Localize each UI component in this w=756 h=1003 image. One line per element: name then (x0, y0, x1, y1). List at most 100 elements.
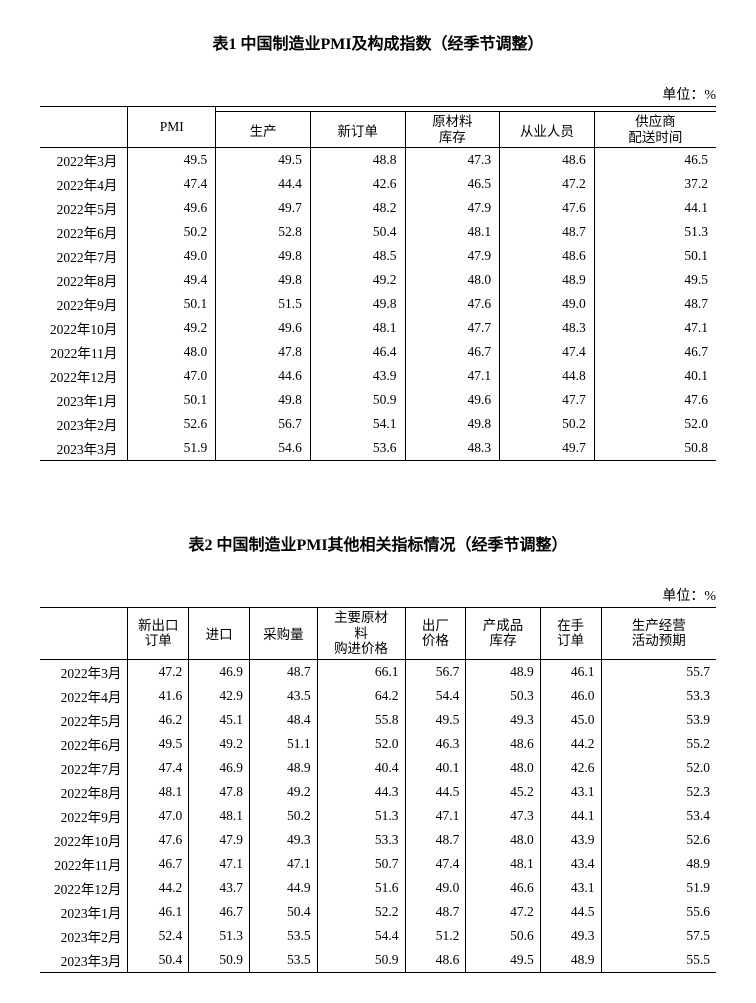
value-cell: 48.1 (128, 780, 189, 804)
value-cell: 47.3 (466, 804, 540, 828)
table-row: 2022年11月46.747.147.150.747.448.143.448.9 (40, 852, 716, 876)
value-cell: 49.8 (216, 268, 311, 292)
value-cell: 40.4 (317, 756, 405, 780)
table-row: 2022年10月49.249.648.147.748.347.1 (40, 316, 716, 340)
month-cell: 2022年6月 (40, 732, 128, 756)
table1-h-neworders: 新订单 (310, 112, 405, 148)
value-cell: 45.0 (540, 708, 601, 732)
value-cell: 43.7 (189, 876, 250, 900)
value-cell: 49.0 (500, 292, 595, 316)
table2-unit: 单位：% (40, 585, 716, 605)
value-cell: 43.5 (250, 684, 318, 708)
value-cell: 54.4 (405, 684, 466, 708)
value-cell: 49.6 (405, 388, 500, 412)
value-cell: 47.6 (128, 828, 189, 852)
value-cell: 48.6 (500, 244, 595, 268)
value-cell: 49.2 (310, 268, 405, 292)
table1-h-pmi: PMI (128, 107, 216, 148)
value-cell: 44.4 (216, 172, 311, 196)
value-cell: 50.1 (594, 244, 716, 268)
value-cell: 50.2 (128, 220, 216, 244)
value-cell: 42.9 (189, 684, 250, 708)
month-cell: 2022年7月 (40, 244, 128, 268)
table2-h-c7: 在手订单 (540, 608, 601, 660)
value-cell: 47.7 (405, 316, 500, 340)
table2-h-c5: 出厂价格 (405, 608, 466, 660)
month-cell: 2022年10月 (40, 316, 128, 340)
value-cell: 46.9 (189, 756, 250, 780)
value-cell: 51.3 (189, 924, 250, 948)
value-cell: 47.6 (500, 196, 595, 220)
value-cell: 56.7 (216, 412, 311, 436)
month-cell: 2022年11月 (40, 340, 128, 364)
table-row: 2023年3月51.954.653.648.349.750.8 (40, 436, 716, 461)
month-cell: 2023年1月 (40, 900, 128, 924)
value-cell: 49.3 (540, 924, 601, 948)
value-cell: 49.0 (128, 244, 216, 268)
value-cell: 48.9 (250, 756, 318, 780)
value-cell: 50.9 (189, 948, 250, 973)
value-cell: 47.1 (189, 852, 250, 876)
value-cell: 43.9 (310, 364, 405, 388)
table-row: 2023年1月46.146.750.452.248.747.244.555.6 (40, 900, 716, 924)
value-cell: 49.6 (216, 316, 311, 340)
value-cell: 47.1 (405, 804, 466, 828)
value-cell: 52.6 (601, 828, 716, 852)
value-cell: 44.1 (540, 804, 601, 828)
value-cell: 48.9 (540, 948, 601, 973)
month-cell: 2022年12月 (40, 364, 128, 388)
value-cell: 50.4 (250, 900, 318, 924)
table-row: 2022年12月44.243.744.951.649.046.643.151.9 (40, 876, 716, 900)
value-cell: 49.5 (466, 948, 540, 973)
value-cell: 49.2 (189, 732, 250, 756)
value-cell: 47.9 (405, 196, 500, 220)
month-cell: 2022年3月 (40, 659, 128, 684)
value-cell: 49.5 (405, 708, 466, 732)
month-cell: 2022年7月 (40, 756, 128, 780)
table-row: 2022年9月50.151.549.847.649.048.7 (40, 292, 716, 316)
value-cell: 48.9 (500, 268, 595, 292)
value-cell: 48.6 (405, 948, 466, 973)
value-cell: 51.3 (594, 220, 716, 244)
value-cell: 47.9 (189, 828, 250, 852)
value-cell: 46.7 (405, 340, 500, 364)
value-cell: 47.6 (594, 388, 716, 412)
month-cell: 2022年3月 (40, 148, 128, 173)
value-cell: 48.0 (466, 756, 540, 780)
table-row: 2022年5月49.649.748.247.947.644.1 (40, 196, 716, 220)
value-cell: 51.9 (601, 876, 716, 900)
value-cell: 44.2 (540, 732, 601, 756)
value-cell: 48.0 (128, 340, 216, 364)
table-row: 2023年2月52.451.353.554.451.250.649.357.5 (40, 924, 716, 948)
value-cell: 51.6 (317, 876, 405, 900)
value-cell: 45.1 (189, 708, 250, 732)
value-cell: 64.2 (317, 684, 405, 708)
month-cell: 2023年2月 (40, 924, 128, 948)
value-cell: 48.7 (594, 292, 716, 316)
value-cell: 45.2 (466, 780, 540, 804)
value-cell: 50.3 (466, 684, 540, 708)
value-cell: 48.1 (405, 220, 500, 244)
value-cell: 47.1 (405, 364, 500, 388)
month-cell: 2022年12月 (40, 876, 128, 900)
value-cell: 53.9 (601, 708, 716, 732)
value-cell: 51.2 (405, 924, 466, 948)
table-row: 2022年7月47.446.948.940.440.148.042.652.0 (40, 756, 716, 780)
month-cell: 2023年3月 (40, 948, 128, 973)
value-cell: 48.4 (250, 708, 318, 732)
table2-h-c1: 新出口订单 (128, 608, 189, 660)
table-row: 2022年3月49.549.548.847.348.646.5 (40, 148, 716, 173)
value-cell: 43.1 (540, 780, 601, 804)
month-cell: 2023年2月 (40, 412, 128, 436)
value-cell: 49.5 (216, 148, 311, 173)
month-cell: 2023年3月 (40, 436, 128, 461)
value-cell: 50.8 (594, 436, 716, 461)
value-cell: 48.7 (405, 828, 466, 852)
value-cell: 48.1 (189, 804, 250, 828)
value-cell: 44.3 (317, 780, 405, 804)
table-row: 2022年9月47.048.150.251.347.147.344.153.4 (40, 804, 716, 828)
value-cell: 49.3 (466, 708, 540, 732)
month-cell: 2022年5月 (40, 196, 128, 220)
value-cell: 50.7 (317, 852, 405, 876)
value-cell: 47.1 (250, 852, 318, 876)
